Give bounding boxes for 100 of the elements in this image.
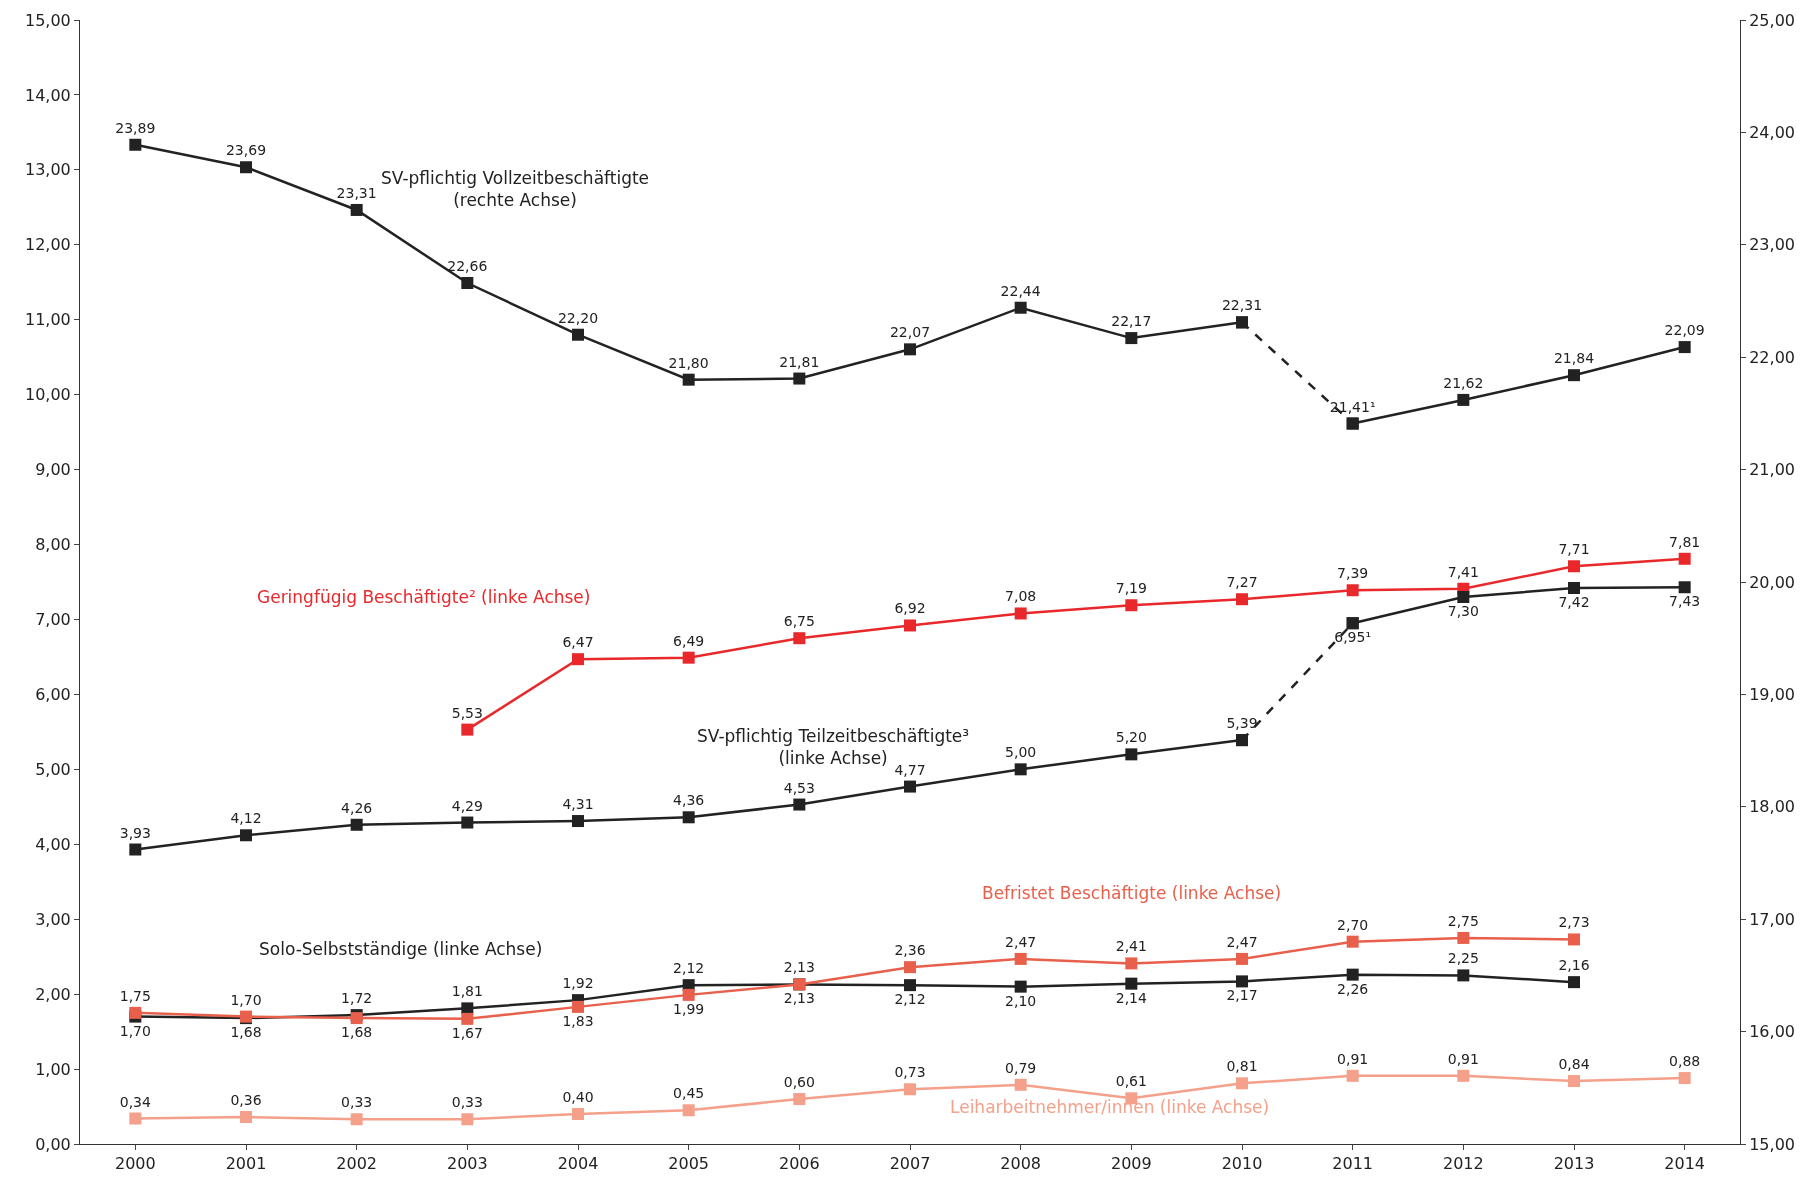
- data-label: 1,72: [341, 990, 373, 1007]
- data-label: 23,89: [115, 119, 156, 136]
- data-label: 7,27: [1226, 574, 1258, 591]
- y2-tick-label: 24,00: [1749, 123, 1796, 142]
- y2-tick-label: 22,00: [1749, 347, 1796, 367]
- data-label: 1,68: [341, 1024, 373, 1041]
- data-label: 5,53: [451, 704, 483, 721]
- data-label: 0,88: [1669, 1053, 1701, 1070]
- x-tick-label: 2003: [446, 1154, 488, 1174]
- data-label: 1,68: [230, 1024, 262, 1041]
- x-tick-label: 2002: [336, 1154, 378, 1174]
- data-label: 21,41¹: [1329, 398, 1376, 415]
- data-label: 2,12: [894, 991, 926, 1008]
- data-label: 0,33: [451, 1094, 483, 1111]
- data-label: 0,79: [1005, 1059, 1037, 1076]
- data-label: 2,25: [1447, 950, 1479, 967]
- text: Geringfügig Beschäftigte² (linke Achse): [257, 587, 591, 607]
- data-label: 22,66: [447, 258, 488, 275]
- data-label: 7,41: [1447, 563, 1479, 580]
- data-label: 7,19: [1115, 580, 1147, 597]
- data-label: 4,26: [341, 799, 373, 816]
- text: Befristet Beschäftigte (linke Achse): [982, 883, 1282, 903]
- y2-tick-label: 17,00: [1749, 909, 1796, 929]
- y2-tick-label: 16,00: [1749, 1022, 1796, 1042]
- y2-tick-label: 15,00: [1749, 1134, 1796, 1154]
- text: Solo-Selbstständige (linke Achse): [259, 939, 543, 959]
- data-label: 2,26: [1337, 980, 1369, 997]
- data-label: 0,40: [562, 1089, 594, 1106]
- data-label: 23,31: [336, 184, 377, 201]
- data-label: 2,47: [1226, 933, 1258, 950]
- y2-tick-label: 23,00: [1749, 235, 1796, 255]
- x-tick-label: 2000: [114, 1154, 156, 1174]
- data-label: 0,60: [783, 1074, 815, 1091]
- y-tick-label: 3,00: [35, 909, 71, 929]
- data-label: 4,29: [451, 797, 483, 814]
- data-label: 3,93: [119, 824, 151, 841]
- y-tick-label: 11,00: [24, 310, 71, 330]
- y-tick-label: 15,00: [24, 10, 71, 30]
- data-label: 2,41: [1115, 938, 1147, 955]
- data-label: 2,73: [1558, 914, 1590, 931]
- data-label: 2,13: [783, 990, 815, 1007]
- y-tick-label: 13,00: [24, 160, 71, 180]
- data-label: 1,70: [230, 991, 262, 1008]
- data-label: 7,43: [1669, 593, 1701, 610]
- data-label: 0,91: [1337, 1050, 1369, 1067]
- data-label: 7,08: [1005, 588, 1037, 605]
- y-tick-label: 4,00: [35, 834, 71, 854]
- data-label: 22,31: [1221, 297, 1263, 314]
- data-label: 5,00: [1005, 744, 1037, 761]
- x-tick-label: 2001: [225, 1154, 267, 1174]
- data-label: 0,34: [119, 1093, 152, 1110]
- y2-tick-label: 20,00: [1749, 572, 1796, 592]
- y-tick-label: 1,00: [35, 1059, 71, 1079]
- x-tick-label: 2013: [1553, 1154, 1595, 1174]
- data-label: 2,70: [1337, 916, 1369, 933]
- data-label: 0,73: [894, 1064, 926, 1081]
- data-label: 0,45: [673, 1085, 705, 1102]
- data-label: 5,39: [1226, 715, 1258, 732]
- y2-tick-label: 18,00: [1749, 797, 1796, 817]
- y-tick-label: 14,00: [24, 85, 71, 105]
- data-label: 23,69: [225, 142, 267, 159]
- data-label: 2,16: [1558, 957, 1590, 974]
- data-label: 4,12: [230, 810, 262, 827]
- data-label: 5,20: [1115, 729, 1147, 746]
- x-tick-label: 2006: [778, 1154, 820, 1174]
- data-label: 22,07: [889, 324, 931, 341]
- data-label: 1,70: [119, 1022, 151, 1039]
- data-label: 2,14: [1115, 989, 1148, 1006]
- data-label: 6,75: [783, 613, 815, 630]
- data-label: 22,44: [1000, 282, 1041, 299]
- data-label: 2,13: [783, 959, 815, 976]
- x-tick-label: 2007: [889, 1154, 931, 1174]
- y-tick-label: 5,00: [35, 759, 71, 779]
- y-tick-label: 8,00: [35, 535, 71, 555]
- y-tick-label: 2,00: [35, 984, 71, 1004]
- data-label: 2,47: [1005, 933, 1037, 950]
- data-label: 7,30: [1447, 602, 1479, 619]
- data-label: 4,31: [562, 796, 594, 813]
- x-tick-label: 2005: [668, 1154, 710, 1174]
- x-tick-label: 2011: [1332, 1154, 1374, 1174]
- y2-tick-label: 21,00: [1749, 460, 1796, 480]
- data-label: 7,81: [1669, 533, 1701, 550]
- x-tick-label: 2014: [1664, 1154, 1706, 1174]
- data-label: 4,53: [783, 779, 815, 796]
- x-tick-label: 2010: [1221, 1154, 1263, 1174]
- x-tick-label: 2009: [1110, 1154, 1152, 1174]
- data-label: 1,81: [451, 983, 483, 1000]
- x-tick-label: 2008: [1000, 1154, 1042, 1174]
- data-label: 0,61: [1115, 1073, 1147, 1090]
- data-label: 1,83: [562, 1012, 594, 1029]
- y-tick-label: 10,00: [24, 385, 71, 405]
- data-label: 22,17: [1111, 313, 1152, 330]
- data-label: 1,75: [119, 987, 151, 1004]
- data-label: 1,92: [562, 975, 594, 992]
- data-label: 0,81: [1226, 1058, 1258, 1075]
- data-label: 6,92: [894, 600, 926, 617]
- data-label: 7,42: [1558, 593, 1590, 610]
- data-label: 6,49: [673, 632, 705, 649]
- data-label: 21,62: [1443, 374, 1484, 391]
- x-tick-label: 2012: [1442, 1154, 1484, 1174]
